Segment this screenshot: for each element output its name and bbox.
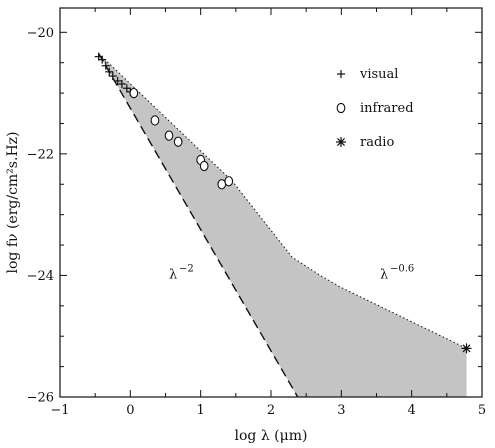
- circle-marker: [164, 130, 174, 141]
- axis-ticks: [59, 8, 483, 398]
- visual-point: [101, 61, 110, 70]
- axis-tick-labels: −1 0 1 2 3 4 5 −20 −22 −24 −26: [27, 26, 487, 418]
- visual-point: [108, 72, 117, 81]
- y-axis-label: log fν (erg/cm²s.Hz): [5, 132, 21, 274]
- x-axis-label: log λ (μm): [235, 428, 308, 444]
- visual-point: [122, 84, 131, 93]
- shaded-region: [98, 53, 467, 397]
- circle-marker: [336, 102, 346, 114]
- infrared-point: [129, 87, 139, 99]
- infrared-point: [199, 160, 209, 172]
- infrared-point: [164, 130, 174, 141]
- legend-item-infrared: infrared: [336, 101, 414, 116]
- x-tick-label: 5: [478, 403, 486, 418]
- visual-point: [113, 76, 122, 85]
- circle-marker: [173, 136, 183, 147]
- power-law-label-1: λ −0.6: [380, 263, 414, 282]
- circle-marker: [129, 87, 139, 99]
- legend-item-radio: radio: [336, 135, 394, 150]
- x-tick-label: 4: [408, 403, 416, 418]
- asterisk-ray: [462, 344, 471, 353]
- infrared-point: [173, 136, 183, 147]
- power-law-label-0: λ −2: [169, 263, 194, 282]
- annotations: λ −2 λ −0.6: [169, 263, 414, 282]
- asterisk-ray: [337, 138, 345, 146]
- power-law-base: λ: [169, 267, 177, 282]
- y-tick-label: −26: [27, 391, 54, 406]
- circle-marker: [224, 176, 234, 187]
- data-points: [94, 52, 472, 354]
- visual-point: [98, 55, 107, 64]
- y-tick-label: −24: [27, 269, 54, 284]
- x-tick-label: 3: [337, 403, 345, 418]
- x-tick-label: 1: [197, 403, 205, 418]
- power-law-base: λ: [380, 267, 388, 282]
- circle-marker: [150, 115, 160, 126]
- circle-marker: [199, 160, 209, 172]
- legend: visual infrared radio: [336, 67, 414, 150]
- circle-marker: [217, 179, 227, 190]
- power-law-exponent: −0.6: [390, 263, 414, 274]
- shaded-region-layer: [98, 53, 467, 397]
- visual-point: [105, 67, 114, 76]
- x-tick-label: 2: [267, 403, 275, 418]
- fit-lines-layer: [98, 53, 467, 398]
- legend-label: visual: [359, 67, 398, 82]
- infrared-point: [217, 179, 227, 190]
- legend-label: radio: [360, 135, 394, 150]
- y-tick-label: −22: [27, 147, 54, 162]
- lower-dashed-line: [98, 53, 299, 398]
- legend-item-visual: visual: [337, 67, 398, 82]
- legend-label: infrared: [360, 101, 414, 116]
- visual-point: [117, 79, 126, 88]
- radio-point: [461, 343, 472, 354]
- infrared-point: [224, 176, 234, 187]
- infrared-point: [150, 115, 160, 126]
- x-tick-label: 0: [126, 403, 134, 418]
- power-law-exponent: −2: [179, 263, 194, 274]
- x-tick-label: −1: [50, 403, 69, 418]
- y-tick-label: −20: [27, 26, 54, 41]
